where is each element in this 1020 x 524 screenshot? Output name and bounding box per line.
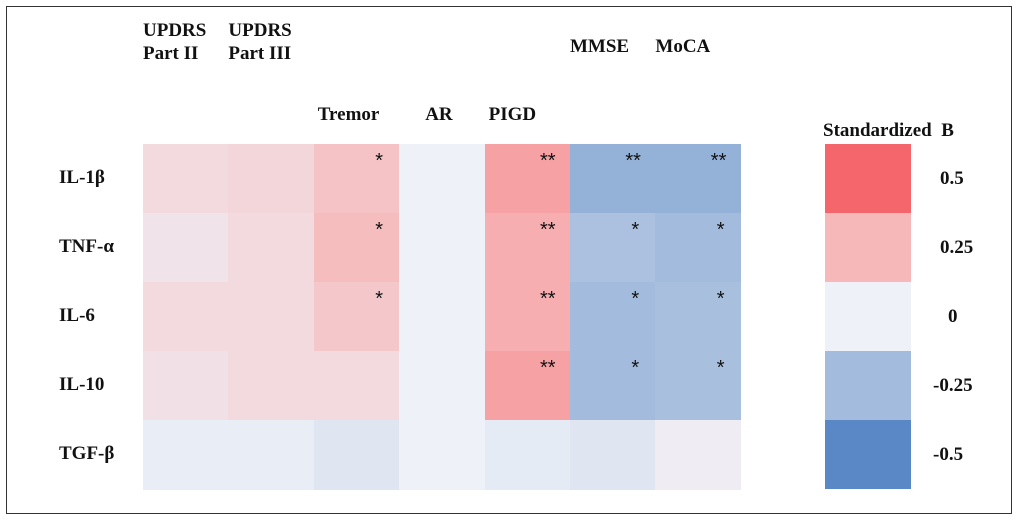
- significance-marker: *: [716, 219, 725, 241]
- column-label: AR: [425, 104, 453, 125]
- heatmap-cell: [143, 420, 229, 490]
- legend-swatch: [825, 351, 911, 420]
- significance-marker: *: [716, 288, 725, 310]
- significance-marker: *: [631, 288, 640, 310]
- legend-title: Standardized B: [823, 120, 954, 141]
- heatmap-cell: [484, 282, 571, 352]
- heatmap-cell: [570, 351, 656, 421]
- heatmap-cell: [399, 420, 486, 490]
- heatmap-cell: [313, 420, 400, 490]
- significance-marker: *: [631, 219, 640, 241]
- heatmap-cell: [655, 213, 742, 283]
- heatmap-cell: [228, 144, 315, 214]
- heatmap-cell: [143, 282, 229, 352]
- legend-swatch: [825, 144, 911, 213]
- heatmap-cell: [655, 351, 742, 421]
- significance-marker: **: [540, 357, 556, 379]
- heatmap-cell: [313, 351, 400, 421]
- column-label: Tremor: [317, 104, 380, 125]
- heatmap-cell: [484, 144, 571, 214]
- row-label: TGF-β: [59, 443, 115, 464]
- column-label: MMSE: [570, 36, 630, 57]
- heatmap-cell: [143, 144, 229, 214]
- significance-marker: *: [375, 150, 383, 172]
- heatmap-cell: [313, 282, 400, 352]
- column-label: UPDRS Part III: [228, 20, 292, 64]
- heatmap-cell: [570, 420, 656, 490]
- heatmap-cell: [570, 282, 656, 352]
- significance-marker: **: [540, 150, 556, 172]
- heatmap-cell: [228, 351, 315, 421]
- heatmap-figure: Standardized B UPDRS Part II UPDRS Part I…: [6, 6, 1012, 514]
- legend-tick-label: 0.5: [940, 168, 964, 189]
- significance-marker: **: [710, 150, 727, 172]
- significance-marker: *: [716, 357, 725, 379]
- significance-marker: **: [540, 288, 556, 310]
- heatmap-cell: [399, 213, 486, 283]
- heatmap-cell: [228, 213, 315, 283]
- legend-tick-label: 0.25: [940, 237, 974, 258]
- heatmap-cell: [655, 144, 742, 214]
- heatmap-cell: [143, 351, 229, 421]
- heatmap-cell: [484, 420, 571, 490]
- legend-swatch: [825, 282, 911, 351]
- heatmap-cell: [143, 213, 229, 283]
- significance-marker: *: [631, 357, 640, 379]
- row-label: TNF-α: [59, 236, 114, 257]
- heatmap-cell: [228, 420, 315, 490]
- legend-tick-label: 0: [948, 306, 958, 327]
- heatmap-cell: [399, 144, 486, 214]
- heatmap-cell: [313, 144, 400, 214]
- heatmap-cell: [313, 213, 400, 283]
- significance-marker: **: [625, 150, 641, 172]
- significance-marker: *: [375, 288, 383, 310]
- column-label: MoCA: [655, 36, 711, 57]
- legend-swatch: [825, 213, 911, 282]
- legend-tick-label: -0.5: [933, 444, 964, 465]
- heatmap-cell: [228, 282, 315, 352]
- heatmap-cell: [399, 282, 486, 352]
- heatmap-cell: [484, 351, 571, 421]
- significance-marker: **: [540, 219, 556, 241]
- row-label: IL-10: [59, 374, 105, 395]
- heatmap-cell: [655, 420, 742, 490]
- column-label: UPDRS Part II: [143, 20, 207, 64]
- heatmap-cell: [570, 144, 656, 214]
- legend-tick-label: -0.25: [933, 375, 973, 396]
- significance-marker: *: [375, 219, 383, 241]
- legend-swatch: [825, 420, 911, 489]
- heatmap-cell: [570, 213, 656, 283]
- column-label: PIGD: [488, 104, 537, 125]
- heatmap-cell: [399, 351, 486, 421]
- row-label: IL-1β: [59, 167, 105, 188]
- heatmap-cell: [655, 282, 742, 352]
- heatmap-cell: [484, 213, 571, 283]
- row-label: IL-6: [59, 305, 95, 326]
